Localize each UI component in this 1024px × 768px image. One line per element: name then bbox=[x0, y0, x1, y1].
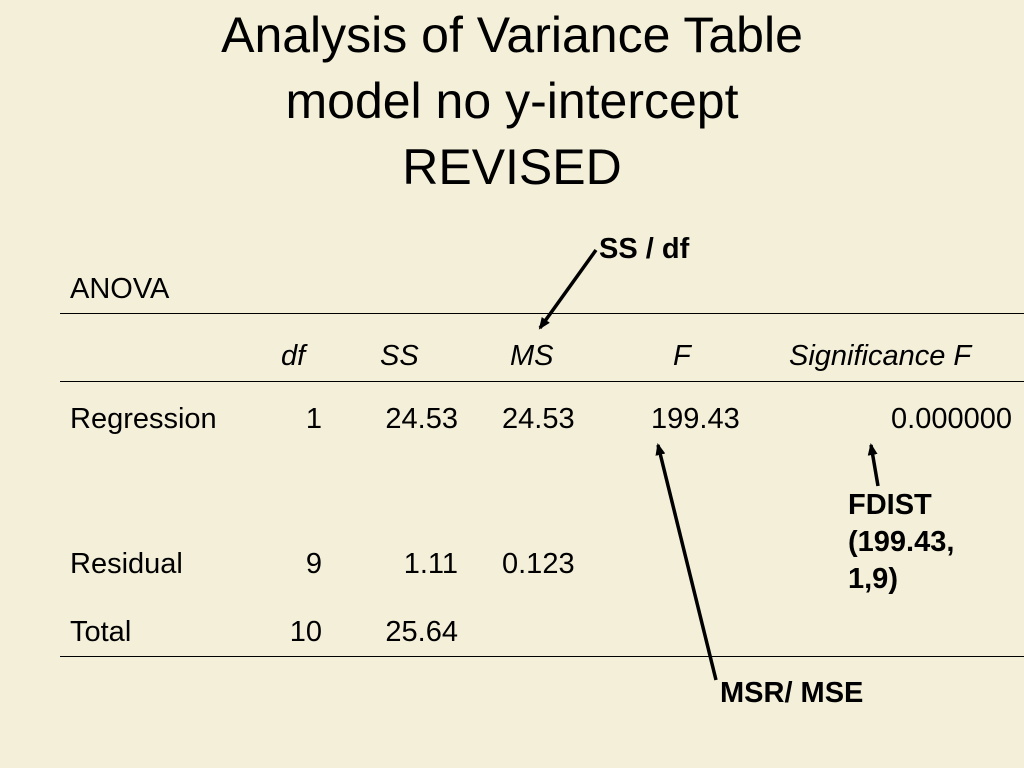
header-rule bbox=[60, 381, 1024, 382]
cell-ms: 0.123 bbox=[502, 548, 575, 580]
fdist-note: FDIST (199.43, 1,9) bbox=[848, 487, 954, 598]
row-label: Residual bbox=[70, 548, 183, 580]
header-df: df bbox=[281, 340, 306, 372]
cell-significance-f: 0.000000 bbox=[891, 403, 1012, 435]
table-caption: ANOVA bbox=[70, 273, 170, 305]
cell-ms: 24.53 bbox=[502, 403, 575, 435]
arrow-to-f-value bbox=[655, 443, 718, 681]
cell-df: 1 bbox=[305, 403, 322, 435]
f-formula-note: MSR/ MSE bbox=[720, 677, 864, 709]
header-f: F bbox=[673, 340, 691, 372]
cell-f: 199.43 bbox=[651, 403, 740, 435]
row-label: Regression bbox=[70, 403, 217, 435]
arrow-to-ms-column bbox=[538, 248, 598, 330]
title-line-2: model no y-intercept bbox=[285, 73, 739, 129]
table-bottom-rule bbox=[60, 656, 1024, 657]
header-significance-f: Significance F bbox=[789, 340, 972, 372]
ms-formula-note: SS / df bbox=[599, 233, 690, 265]
cell-df: 10 bbox=[289, 616, 322, 648]
cell-ss: 24.53 bbox=[385, 403, 458, 435]
fdist-note-line-2: (199.43, bbox=[848, 526, 955, 558]
table-top-rule bbox=[60, 313, 1024, 314]
fdist-note-line-3: 1,9) bbox=[848, 563, 898, 595]
cell-df: 9 bbox=[305, 548, 322, 580]
arrow-to-significance-value bbox=[867, 443, 880, 487]
title-line-1: Analysis of Variance Table bbox=[221, 7, 803, 63]
header-ss: SS bbox=[380, 340, 419, 372]
row-label: Total bbox=[70, 616, 132, 648]
slide-title: Analysis of Variance Table model no y-in… bbox=[0, 2, 1024, 200]
cell-ss: 25.64 bbox=[385, 616, 458, 648]
title-line-3: REVISED bbox=[402, 139, 622, 195]
header-ms: MS bbox=[510, 340, 554, 372]
cell-ss: 1.11 bbox=[403, 548, 458, 580]
fdist-note-line-1: FDIST bbox=[848, 489, 932, 521]
